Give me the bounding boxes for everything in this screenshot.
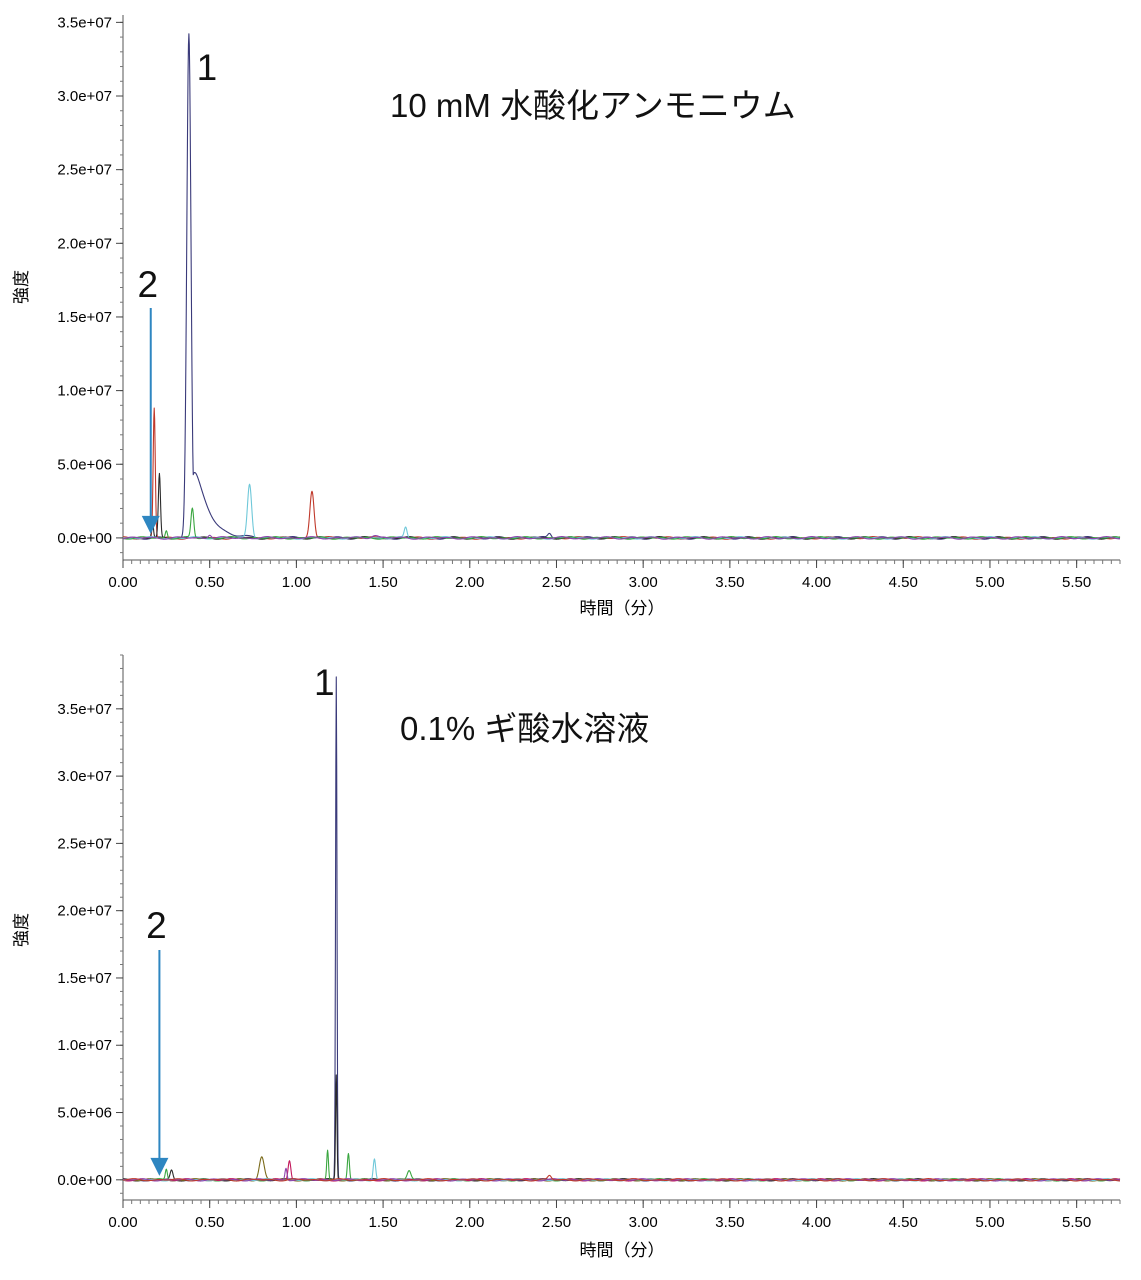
y-tick-label: 2.5e+07 (57, 835, 112, 852)
x-axis-title: 時間（分） (580, 1241, 665, 1261)
x-tick-label: 4.00 (802, 1214, 831, 1231)
arrow-head (141, 515, 160, 534)
x-axis-title: 時間（分） (580, 599, 665, 619)
series-trace (122, 1160, 1121, 1182)
x-tick-label: 4.00 (802, 574, 831, 591)
y-tick-label: 0.0e+00 (57, 530, 112, 547)
y-tick-label: 5.0e+06 (57, 1105, 112, 1122)
y-tick-label: 3.0e+07 (57, 88, 112, 105)
x-tick-label: 1.00 (282, 1214, 311, 1231)
y-axis-title: 強度 (12, 270, 32, 304)
peak-label-1: 1 (314, 662, 335, 703)
y-tick-label: 3.0e+07 (57, 768, 112, 785)
y-tick-label: 1.5e+07 (57, 309, 112, 326)
series-trace (122, 1149, 1121, 1182)
x-tick-label: 3.50 (715, 1214, 744, 1231)
x-tick-label: 1.50 (368, 574, 397, 591)
arrow-head (150, 1157, 169, 1176)
x-tick-label: 2.50 (542, 574, 571, 591)
y-tick-label: 5.0e+06 (57, 456, 112, 473)
series-trace (122, 407, 1121, 540)
x-tick-label: 4.50 (889, 1214, 918, 1231)
series-trace (122, 1174, 1121, 1182)
series-trace (122, 1158, 1121, 1182)
x-tick-label: 0.00 (108, 1214, 137, 1231)
y-tick-label: 2.0e+07 (57, 903, 112, 920)
peak-label-2: 2 (146, 905, 167, 946)
y-tick-label: 3.5e+07 (57, 701, 112, 718)
y-tick-label: 1.0e+07 (57, 383, 112, 400)
x-tick-label: 5.00 (975, 574, 1004, 591)
series-trace (122, 1156, 1121, 1182)
x-tick-label: 2.50 (542, 1214, 571, 1231)
chart-panel-ammonium-hydroxide: 10 mM 水酸化アンモニウム 時間（分） 強度 0.0e+00 5.0e+06 1… (12, 14, 1121, 619)
x-tick-label: 5.50 (1062, 574, 1091, 591)
y-tick-label: 0.0e+00 (57, 1172, 112, 1189)
chart-title: 0.1% ギ酸水溶液 (400, 710, 649, 747)
y-tick-label: 1.5e+07 (57, 970, 112, 987)
series-trace (122, 1074, 1121, 1182)
chart-panel-formic-acid: 0.1% ギ酸水溶液 時間（分） 強度 0.0e+00 5.0e+06 1.0e+0… (12, 654, 1121, 1261)
series-trace (122, 472, 1121, 540)
x-tick-label: 4.50 (889, 574, 918, 591)
y-tick-label: 2.5e+07 (57, 162, 112, 179)
peak-label-2: 2 (137, 264, 158, 305)
x-tick-label: 2.00 (455, 1214, 484, 1231)
x-tick-label: 2.00 (455, 574, 484, 591)
x-tick-label: 5.50 (1062, 1214, 1091, 1231)
chart-title: 10 mM 水酸化アンモニウム (390, 87, 796, 124)
series-trace (122, 676, 1121, 1182)
x-tick-label: 1.00 (282, 574, 311, 591)
y-tick-label: 3.5e+07 (57, 14, 112, 31)
x-tick-label: 0.50 (195, 574, 224, 591)
peak-label-1: 1 (197, 47, 218, 88)
x-tick-label: 5.00 (975, 1214, 1004, 1231)
y-axis-title: 強度 (12, 913, 32, 947)
x-tick-label: 3.00 (629, 1214, 658, 1231)
x-tick-label: 1.50 (368, 1214, 397, 1231)
x-tick-label: 0.00 (108, 574, 137, 591)
x-tick-label: 0.50 (195, 1214, 224, 1231)
series-trace (122, 483, 1121, 540)
x-tick-label: 3.00 (629, 574, 658, 591)
y-tick-label: 2.0e+07 (57, 235, 112, 252)
series-trace (122, 1167, 1121, 1182)
y-tick-label: 1.0e+07 (57, 1037, 112, 1054)
series-trace (122, 534, 1121, 540)
x-tick-label: 3.50 (715, 574, 744, 591)
series-trace (122, 507, 1121, 540)
